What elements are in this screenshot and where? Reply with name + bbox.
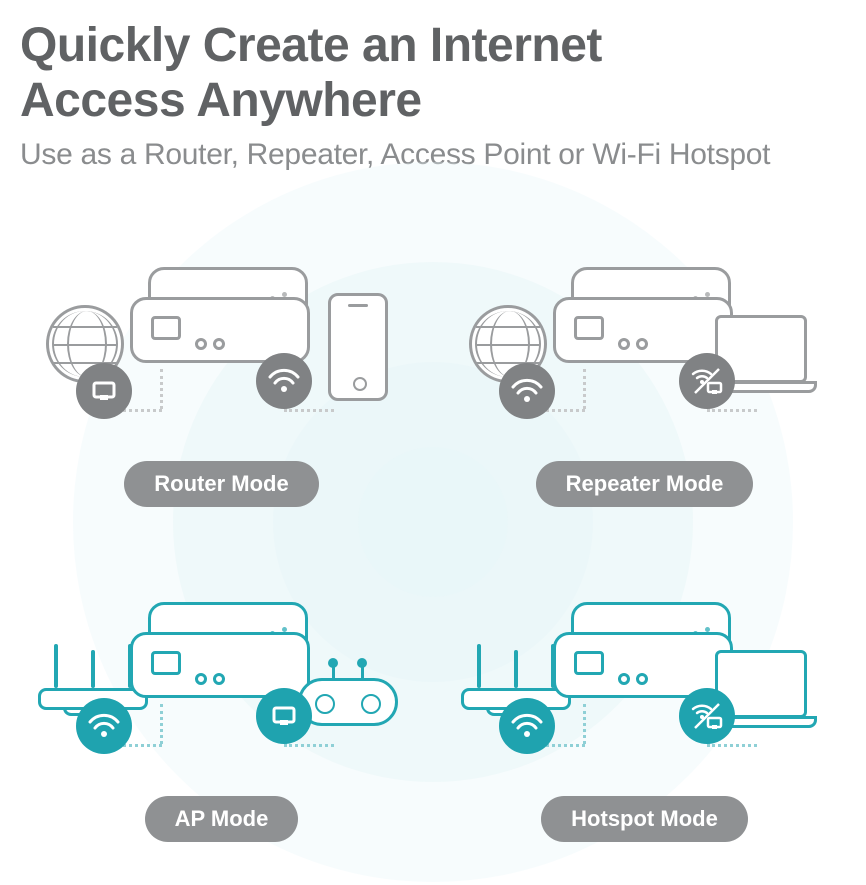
router-port <box>151 316 181 340</box>
mode-router: Router Mode <box>40 212 403 507</box>
router-indicators <box>618 338 648 350</box>
ethernet-badge-icon <box>256 688 312 744</box>
connector-left-v <box>583 369 586 409</box>
mode-label-pill: Hotspot Mode <box>541 796 748 842</box>
wifi-badge-icon <box>76 698 132 754</box>
travel-router-device <box>130 267 310 363</box>
router-port <box>151 651 181 675</box>
connector-right-h <box>284 744 334 747</box>
modes-grid: Router Mode <box>20 182 846 862</box>
mode-label-pill: Repeater Mode <box>536 461 754 507</box>
mode-illustration <box>475 257 815 447</box>
mode-label-pill: AP Mode <box>145 796 299 842</box>
mode-illustration <box>52 257 392 447</box>
connector-right-h <box>707 744 757 747</box>
wifi-eth-badge-icon <box>679 688 735 744</box>
page-title: Quickly Create an Internet Access Anywhe… <box>20 18 846 128</box>
wifi-badge-icon <box>499 363 555 419</box>
connector-left-v <box>160 369 163 409</box>
wifi-badge-icon <box>499 698 555 754</box>
router-indicators <box>195 673 225 685</box>
phone-device <box>328 293 388 401</box>
title-line-1: Quickly Create an Internet <box>20 19 602 72</box>
router-port <box>574 316 604 340</box>
diagram-stage: Router Mode <box>20 182 846 862</box>
travel-router-device <box>553 267 733 363</box>
router-port <box>574 651 604 675</box>
gamepad-device <box>298 678 398 726</box>
mode-illustration <box>52 592 392 782</box>
travel-router-device <box>130 602 310 698</box>
mode-illustration <box>475 592 815 782</box>
connector-right-h <box>284 409 334 412</box>
travel-router-device <box>553 602 733 698</box>
mode-hotspot: Hotspot Mode <box>463 547 826 842</box>
mode-ap: AP Mode <box>40 547 403 842</box>
wifi-badge-icon <box>256 353 312 409</box>
connector-left-v <box>583 704 586 744</box>
ethernet-badge-icon <box>76 363 132 419</box>
mode-repeater: Repeater Mode <box>463 212 826 507</box>
connector-right-h <box>707 409 757 412</box>
router-indicators <box>195 338 225 350</box>
wifi-eth-badge-icon <box>679 353 735 409</box>
connector-left-v <box>160 704 163 744</box>
mode-label-pill: Router Mode <box>124 461 318 507</box>
title-line-2: Access Anywhere <box>20 74 422 127</box>
router-indicators <box>618 673 648 685</box>
